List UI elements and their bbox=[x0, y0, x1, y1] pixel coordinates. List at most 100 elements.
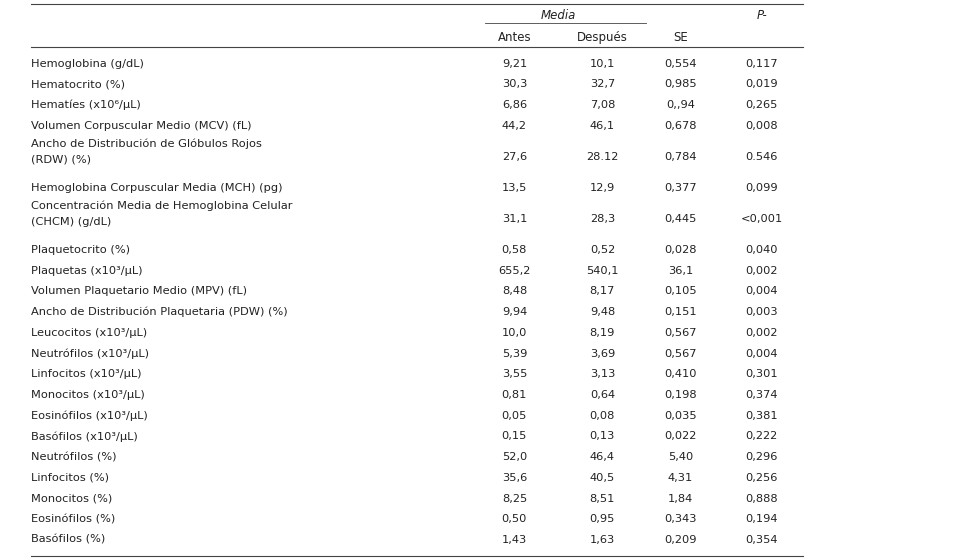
Text: Linfocitos (%): Linfocitos (%) bbox=[30, 473, 109, 483]
Text: Hematocrito (%): Hematocrito (%) bbox=[30, 80, 124, 89]
Text: 7,08: 7,08 bbox=[590, 100, 615, 110]
Text: 0,296: 0,296 bbox=[746, 452, 778, 462]
Text: (CHCM) (g/dL): (CHCM) (g/dL) bbox=[30, 217, 111, 227]
Text: 0,008: 0,008 bbox=[746, 120, 778, 130]
Text: Neutrófilos (x10³/μL): Neutrófilos (x10³/μL) bbox=[30, 348, 149, 359]
Text: 0,13: 0,13 bbox=[590, 431, 615, 441]
Text: 0,58: 0,58 bbox=[502, 245, 527, 255]
Text: 46,4: 46,4 bbox=[590, 452, 614, 462]
Text: 0,377: 0,377 bbox=[664, 183, 697, 193]
Text: (RDW) (%): (RDW) (%) bbox=[30, 155, 91, 165]
Text: 0,678: 0,678 bbox=[664, 120, 697, 130]
Text: 0,888: 0,888 bbox=[746, 493, 778, 503]
Text: 40,5: 40,5 bbox=[590, 473, 615, 483]
Text: 3,13: 3,13 bbox=[590, 369, 615, 379]
Text: 0,194: 0,194 bbox=[746, 514, 778, 524]
Text: Plaquetocrito (%): Plaquetocrito (%) bbox=[30, 245, 129, 255]
Text: 0,004: 0,004 bbox=[746, 348, 778, 358]
Text: 0,410: 0,410 bbox=[664, 369, 697, 379]
Text: 52,0: 52,0 bbox=[502, 452, 527, 462]
Text: 3,69: 3,69 bbox=[590, 348, 615, 358]
Text: Leucocitos (x10³/μL): Leucocitos (x10³/μL) bbox=[30, 328, 147, 338]
Text: 0,256: 0,256 bbox=[746, 473, 778, 483]
Text: 10,1: 10,1 bbox=[590, 59, 615, 68]
Text: 9,48: 9,48 bbox=[590, 307, 615, 317]
Text: 0,198: 0,198 bbox=[664, 390, 697, 400]
Text: 0,64: 0,64 bbox=[590, 390, 614, 400]
Text: 0,222: 0,222 bbox=[746, 431, 778, 441]
Text: 0,,94: 0,,94 bbox=[666, 100, 695, 110]
Text: 8,51: 8,51 bbox=[590, 493, 615, 503]
Text: 5,39: 5,39 bbox=[502, 348, 527, 358]
Text: 10,0: 10,0 bbox=[502, 328, 527, 338]
Text: 0,099: 0,099 bbox=[746, 183, 778, 193]
Text: 0,035: 0,035 bbox=[664, 410, 697, 421]
Text: 0,002: 0,002 bbox=[746, 265, 778, 276]
Text: 13,5: 13,5 bbox=[502, 183, 527, 193]
Text: 30,3: 30,3 bbox=[502, 80, 527, 89]
Text: 28,3: 28,3 bbox=[590, 214, 615, 224]
Text: 0,15: 0,15 bbox=[502, 431, 527, 441]
Text: 1,84: 1,84 bbox=[668, 493, 693, 503]
Text: 0,354: 0,354 bbox=[746, 535, 778, 545]
Text: 0,105: 0,105 bbox=[664, 286, 697, 296]
Text: 35,6: 35,6 bbox=[502, 473, 527, 483]
Text: 0,554: 0,554 bbox=[664, 59, 697, 68]
Text: 0,985: 0,985 bbox=[664, 80, 697, 89]
Text: 0,52: 0,52 bbox=[590, 245, 615, 255]
Text: Neutrófilos (%): Neutrófilos (%) bbox=[30, 452, 117, 462]
Text: 0,003: 0,003 bbox=[746, 307, 778, 317]
Text: 1,43: 1,43 bbox=[502, 535, 527, 545]
Text: 0,81: 0,81 bbox=[502, 390, 527, 400]
Text: Ancho de Distribución de Glóbulos Rojos: Ancho de Distribución de Glóbulos Rojos bbox=[30, 139, 262, 149]
Text: Plaquetas (x10³/μL): Plaquetas (x10³/μL) bbox=[30, 265, 142, 276]
Text: Hemoglobina (g/dL): Hemoglobina (g/dL) bbox=[30, 59, 144, 68]
Text: Eosinófilos (x10³/μL): Eosinófilos (x10³/μL) bbox=[30, 410, 147, 421]
Text: 0,95: 0,95 bbox=[590, 514, 615, 524]
Text: Eosinófilos (%): Eosinófilos (%) bbox=[30, 514, 115, 524]
Text: 0,784: 0,784 bbox=[664, 152, 697, 162]
Text: 28.12: 28.12 bbox=[586, 152, 618, 162]
Text: 32,7: 32,7 bbox=[590, 80, 615, 89]
Text: Ancho de Distribución Plaquetaria (PDW) (%): Ancho de Distribución Plaquetaria (PDW) … bbox=[30, 307, 287, 318]
Text: 0,301: 0,301 bbox=[746, 369, 778, 379]
Text: Hemoglobina Corpuscular Media (MCH) (pg): Hemoglobina Corpuscular Media (MCH) (pg) bbox=[30, 183, 282, 193]
Text: 8,19: 8,19 bbox=[590, 328, 615, 338]
Text: SE: SE bbox=[673, 31, 688, 44]
Text: Volumen Plaquetario Medio (MPV) (fL): Volumen Plaquetario Medio (MPV) (fL) bbox=[30, 286, 247, 296]
Text: 0,002: 0,002 bbox=[746, 328, 778, 338]
Text: 44,2: 44,2 bbox=[502, 120, 527, 130]
Text: Monocitos (x10³/μL): Monocitos (x10³/μL) bbox=[30, 390, 144, 400]
Text: 540,1: 540,1 bbox=[586, 265, 618, 276]
Text: Volumen Corpuscular Medio (MCV) (fL): Volumen Corpuscular Medio (MCV) (fL) bbox=[30, 120, 251, 130]
Text: 0,028: 0,028 bbox=[664, 245, 697, 255]
Text: 9,21: 9,21 bbox=[502, 59, 527, 68]
Text: <0,001: <0,001 bbox=[741, 214, 783, 224]
Text: 0,50: 0,50 bbox=[502, 514, 527, 524]
Text: Hematíes (x10⁶/μL): Hematíes (x10⁶/μL) bbox=[30, 100, 140, 110]
Text: 27,6: 27,6 bbox=[502, 152, 527, 162]
Text: 46,1: 46,1 bbox=[590, 120, 614, 130]
Text: 0,040: 0,040 bbox=[746, 245, 778, 255]
Text: Linfocitos (x10³/μL): Linfocitos (x10³/μL) bbox=[30, 369, 141, 379]
Text: 8,25: 8,25 bbox=[502, 493, 527, 503]
Text: 0,019: 0,019 bbox=[746, 80, 778, 89]
Text: 0,343: 0,343 bbox=[664, 514, 697, 524]
Text: 0,022: 0,022 bbox=[664, 431, 697, 441]
Text: 0,567: 0,567 bbox=[664, 328, 697, 338]
Text: Basófilos (%): Basófilos (%) bbox=[30, 535, 105, 545]
Text: 12,9: 12,9 bbox=[590, 183, 615, 193]
Text: 8,17: 8,17 bbox=[590, 286, 615, 296]
Text: 0,004: 0,004 bbox=[746, 286, 778, 296]
Text: 0,117: 0,117 bbox=[746, 59, 778, 68]
Text: 1,63: 1,63 bbox=[590, 535, 615, 545]
Text: 655,2: 655,2 bbox=[498, 265, 530, 276]
Text: 5,40: 5,40 bbox=[668, 452, 693, 462]
Text: 0.546: 0.546 bbox=[746, 152, 778, 162]
Text: 0,265: 0,265 bbox=[746, 100, 778, 110]
Text: 0,151: 0,151 bbox=[664, 307, 697, 317]
Text: P-: P- bbox=[757, 9, 767, 22]
Text: Concentración Media de Hemoglobina Celular: Concentración Media de Hemoglobina Celul… bbox=[30, 201, 292, 211]
Text: 0,374: 0,374 bbox=[746, 390, 778, 400]
Text: 9,94: 9,94 bbox=[502, 307, 527, 317]
